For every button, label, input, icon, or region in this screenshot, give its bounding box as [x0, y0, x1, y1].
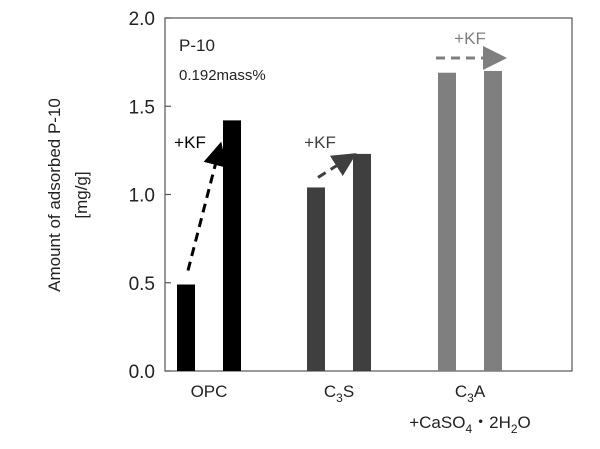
x-category-label: C3S	[324, 382, 354, 405]
kf-arrow-label: +KF	[454, 29, 486, 48]
x-axis-labels: OPC C3S C3A+CaSO4・2H2O	[191, 382, 531, 436]
label-part: ・2H	[472, 413, 511, 432]
kf-arrow-label: +KF	[174, 133, 206, 152]
label-part: 3	[467, 391, 474, 405]
bars	[177, 70, 502, 372]
x-category-label: C3A	[455, 382, 486, 405]
annotation-subtitle: 0.192mass%	[179, 67, 266, 84]
kf-arrow-label: +KF	[304, 133, 336, 152]
bar-c3a-without-kf	[438, 72, 456, 371]
y-tick-label: 1.0	[129, 186, 155, 207]
label-part: 3	[336, 391, 343, 405]
label-part: +CaSO	[409, 413, 465, 432]
kf-arrow	[186, 141, 227, 271]
label-part: C	[455, 382, 467, 401]
y-tick-label: 2.0	[129, 9, 155, 30]
bar-opc-with-kf	[223, 120, 241, 372]
bar-opc-without-kf	[177, 284, 195, 371]
y-axis-title-line1: Amount of adsorbed P-10	[45, 98, 64, 292]
kf-arrows: +KF +KF +KF	[174, 29, 507, 271]
label-part: 2	[511, 422, 518, 436]
y-tick-label: 1.5	[129, 97, 155, 118]
label-part: OPC	[191, 382, 228, 401]
label-part: A	[474, 382, 486, 401]
y-axis-title-line2: [mg/g]	[72, 171, 91, 218]
bar-c3s-with-kf	[353, 153, 371, 371]
label-part: 4	[465, 422, 472, 436]
y-axis: 0.0 0.5 1.0 1.5 2.0	[129, 9, 171, 383]
bar-c3a-with-kf	[484, 70, 502, 371]
annotation-title: P-10	[179, 36, 215, 55]
kf-arrow	[317, 153, 357, 179]
x-category-label: OPC	[191, 382, 228, 401]
label-part: O	[518, 413, 531, 432]
label-part: S	[343, 382, 354, 401]
label-part: C	[324, 382, 336, 401]
bar-c3s-without-kf	[307, 187, 325, 371]
y-tick-label: 0.5	[129, 274, 155, 295]
y-tick-label: 0.0	[129, 362, 155, 383]
x-category-label-line2: +CaSO4・2H2O	[409, 413, 531, 436]
